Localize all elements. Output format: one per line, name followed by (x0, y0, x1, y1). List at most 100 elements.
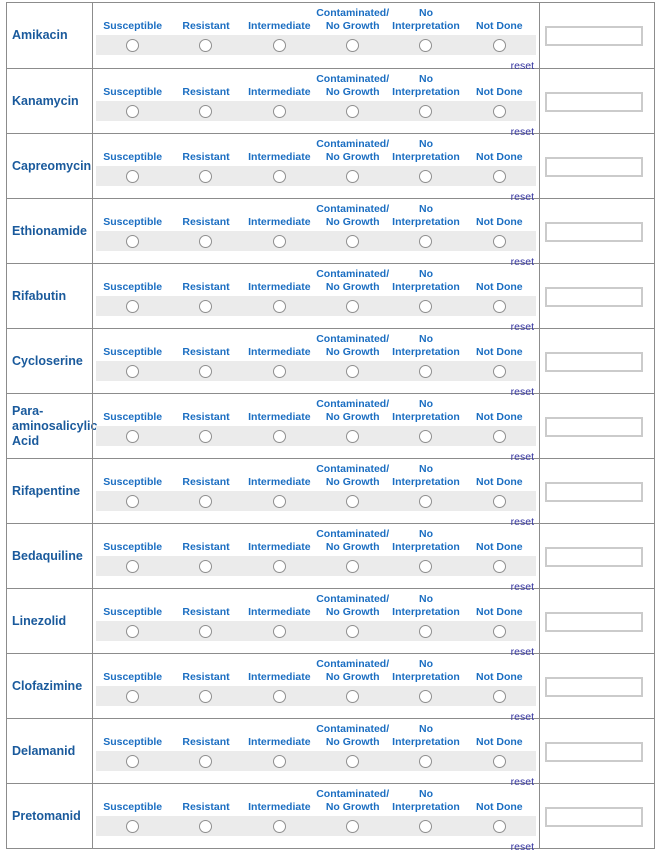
radio-not-done[interactable] (492, 559, 506, 573)
radio-resistant[interactable] (199, 559, 213, 573)
radio-contaminated-no-growth[interactable] (346, 624, 360, 638)
radio-susceptible[interactable] (126, 624, 140, 638)
reset-link[interactable]: reset (510, 256, 534, 268)
radio-intermediate[interactable] (272, 494, 286, 508)
radio-intermediate[interactable] (272, 104, 286, 118)
radio-no-interpretation[interactable] (419, 364, 433, 378)
radio-resistant[interactable] (199, 234, 213, 248)
radio-not-done[interactable] (492, 299, 506, 313)
reset-link[interactable]: reset (510, 321, 534, 333)
reset-link[interactable]: reset (510, 191, 534, 203)
result-input[interactable] (545, 91, 643, 112)
radio-not-done[interactable] (492, 169, 506, 183)
radio-intermediate[interactable] (272, 624, 286, 638)
radio-susceptible[interactable] (126, 234, 140, 248)
reset-link[interactable]: reset (510, 581, 534, 593)
radio-intermediate[interactable] (272, 819, 286, 833)
reset-link[interactable]: reset (510, 776, 534, 788)
radio-susceptible[interactable] (126, 169, 140, 183)
result-input[interactable] (545, 286, 643, 307)
radio-contaminated-no-growth[interactable] (346, 689, 360, 703)
radio-resistant[interactable] (199, 754, 213, 768)
radio-intermediate[interactable] (272, 689, 286, 703)
radio-contaminated-no-growth[interactable] (346, 169, 360, 183)
radio-resistant[interactable] (199, 689, 213, 703)
radio-contaminated-no-growth[interactable] (346, 38, 360, 52)
radio-intermediate[interactable] (272, 559, 286, 573)
reset-link[interactable]: reset (510, 451, 534, 463)
radio-susceptible[interactable] (126, 299, 140, 313)
radio-intermediate[interactable] (272, 38, 286, 52)
radio-susceptible[interactable] (126, 819, 140, 833)
radio-contaminated-no-growth[interactable] (346, 754, 360, 768)
radio-susceptible[interactable] (126, 754, 140, 768)
result-input[interactable] (545, 806, 643, 827)
radio-resistant[interactable] (199, 104, 213, 118)
radio-intermediate[interactable] (272, 299, 286, 313)
radio-not-done[interactable] (492, 364, 506, 378)
radio-not-done[interactable] (492, 234, 506, 248)
radio-resistant[interactable] (199, 299, 213, 313)
radio-not-done[interactable] (492, 624, 506, 638)
radio-no-interpretation[interactable] (419, 754, 433, 768)
radio-intermediate[interactable] (272, 234, 286, 248)
radio-contaminated-no-growth[interactable] (346, 299, 360, 313)
radio-no-interpretation[interactable] (419, 624, 433, 638)
radio-no-interpretation[interactable] (419, 38, 433, 52)
result-input[interactable] (545, 25, 643, 46)
radio-susceptible[interactable] (126, 364, 140, 378)
reset-link[interactable]: reset (510, 646, 534, 658)
radio-resistant[interactable] (199, 169, 213, 183)
radio-intermediate[interactable] (272, 429, 286, 443)
radio-resistant[interactable] (199, 38, 213, 52)
radio-resistant[interactable] (199, 364, 213, 378)
radio-resistant[interactable] (199, 429, 213, 443)
result-input[interactable] (545, 351, 643, 372)
reset-link[interactable]: reset (510, 60, 534, 72)
result-input[interactable] (545, 156, 643, 177)
radio-susceptible[interactable] (126, 429, 140, 443)
radio-not-done[interactable] (492, 819, 506, 833)
result-input[interactable] (545, 416, 643, 437)
radio-contaminated-no-growth[interactable] (346, 104, 360, 118)
radio-no-interpretation[interactable] (419, 819, 433, 833)
radio-no-interpretation[interactable] (419, 689, 433, 703)
reset-link[interactable]: reset (510, 841, 534, 853)
result-input[interactable] (545, 481, 643, 502)
radio-not-done[interactable] (492, 38, 506, 52)
result-input[interactable] (545, 741, 643, 762)
radio-susceptible[interactable] (126, 559, 140, 573)
radio-not-done[interactable] (492, 754, 506, 768)
reset-link[interactable]: reset (510, 126, 534, 138)
radio-intermediate[interactable] (272, 169, 286, 183)
result-input[interactable] (545, 611, 643, 632)
radio-contaminated-no-growth[interactable] (346, 364, 360, 378)
result-input[interactable] (545, 546, 643, 567)
radio-no-interpretation[interactable] (419, 559, 433, 573)
radio-not-done[interactable] (492, 689, 506, 703)
result-input[interactable] (545, 676, 643, 697)
radio-not-done[interactable] (492, 494, 506, 508)
reset-link[interactable]: reset (510, 516, 534, 528)
radio-not-done[interactable] (492, 429, 506, 443)
radio-no-interpretation[interactable] (419, 104, 433, 118)
radio-contaminated-no-growth[interactable] (346, 494, 360, 508)
radio-no-interpretation[interactable] (419, 234, 433, 248)
radio-contaminated-no-growth[interactable] (346, 559, 360, 573)
radio-no-interpretation[interactable] (419, 494, 433, 508)
radio-susceptible[interactable] (126, 494, 140, 508)
radio-susceptible[interactable] (126, 104, 140, 118)
radio-no-interpretation[interactable] (419, 169, 433, 183)
radio-susceptible[interactable] (126, 689, 140, 703)
radio-no-interpretation[interactable] (419, 429, 433, 443)
radio-resistant[interactable] (199, 494, 213, 508)
radio-contaminated-no-growth[interactable] (346, 819, 360, 833)
radio-no-interpretation[interactable] (419, 299, 433, 313)
radio-susceptible[interactable] (126, 38, 140, 52)
radio-resistant[interactable] (199, 819, 213, 833)
radio-intermediate[interactable] (272, 364, 286, 378)
radio-contaminated-no-growth[interactable] (346, 429, 360, 443)
result-input[interactable] (545, 221, 643, 242)
radio-contaminated-no-growth[interactable] (346, 234, 360, 248)
reset-link[interactable]: reset (510, 711, 534, 723)
